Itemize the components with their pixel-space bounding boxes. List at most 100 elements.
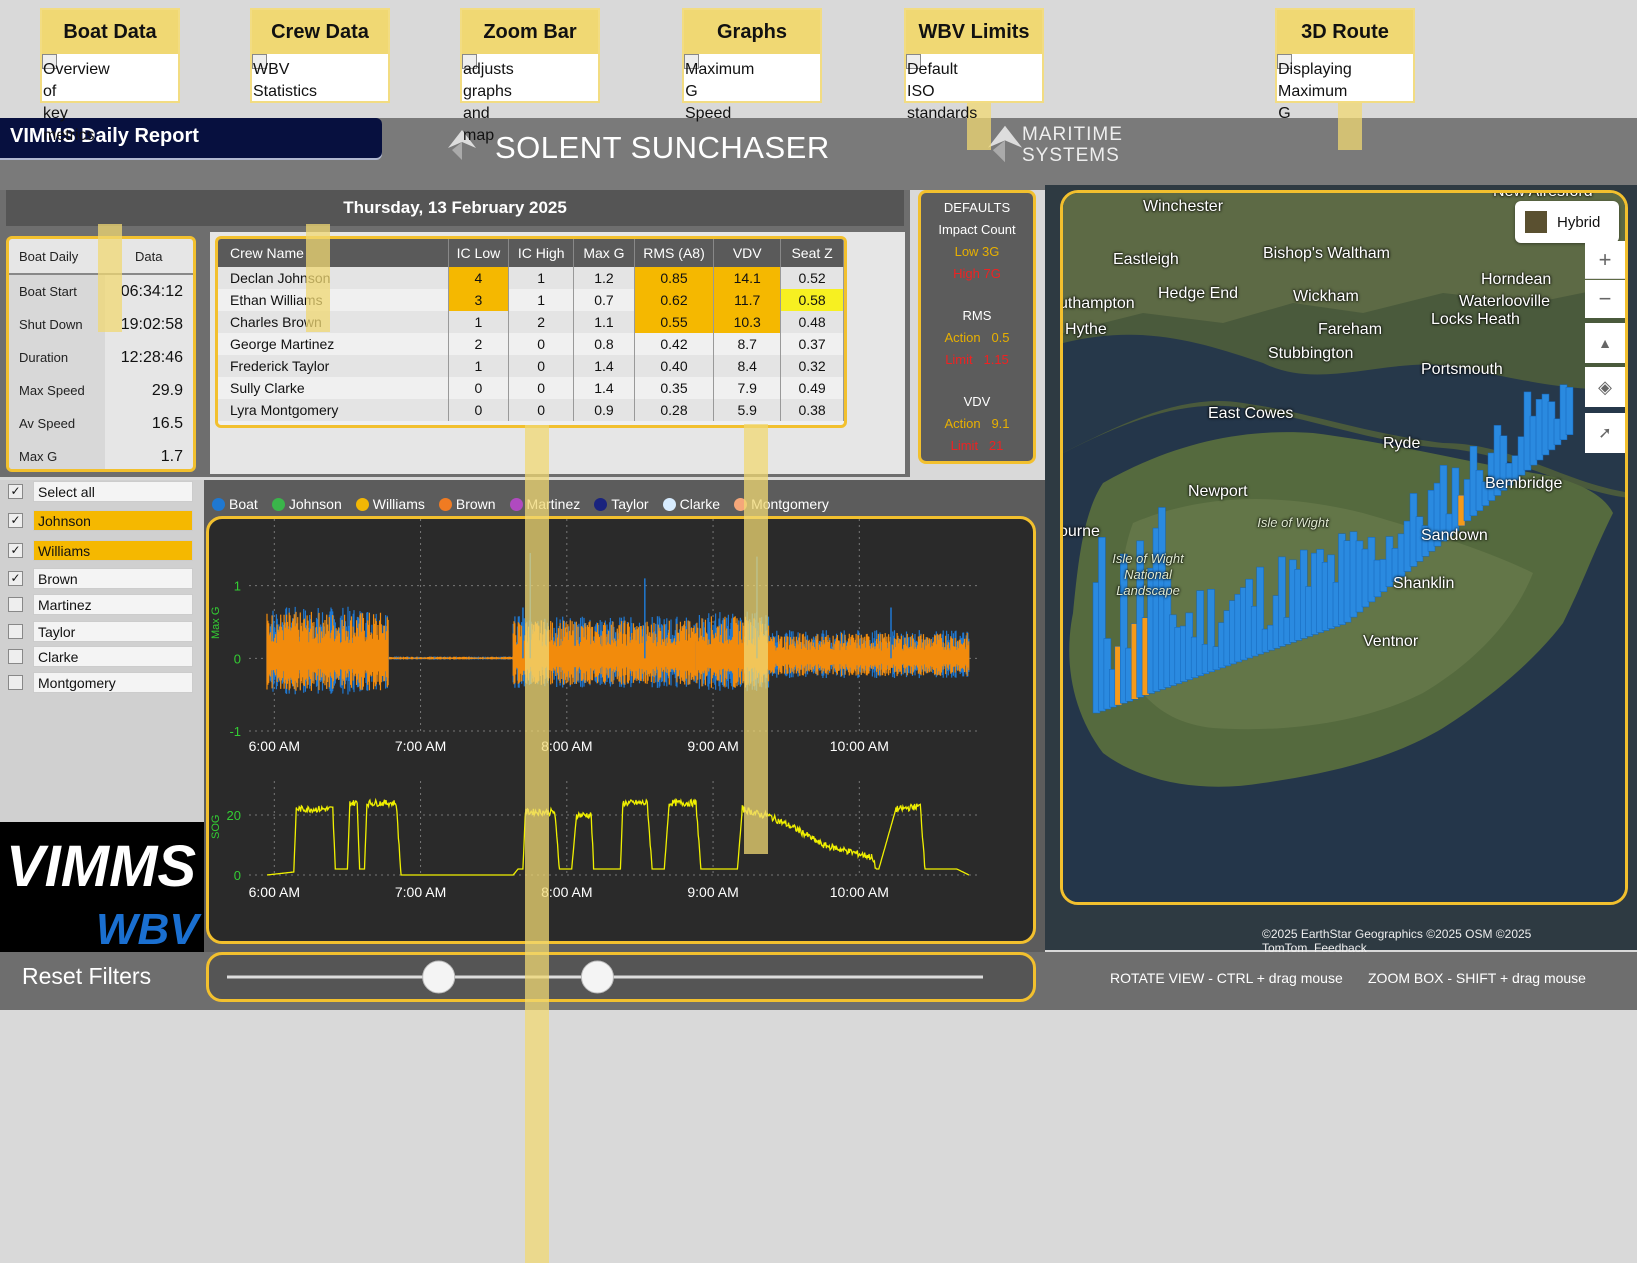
zoom-bar[interactable] bbox=[206, 952, 1036, 1002]
rms-action-value: 0.5 bbox=[991, 330, 1010, 345]
filter-item[interactable]: ✓ Brown bbox=[8, 567, 193, 589]
crew-cell: Lyra Montgomery bbox=[218, 399, 449, 421]
crew-row[interactable]: Sully Clarke 0 0 1.4 0.35 7.9 0.49 bbox=[218, 377, 844, 399]
crew-col-header[interactable]: RMS (A8) bbox=[634, 239, 715, 267]
boat-daily-key: Duration bbox=[9, 341, 105, 374]
callout-line2: key metrics bbox=[43, 105, 95, 144]
crew-cell: 0.49 bbox=[780, 377, 844, 399]
crew-col-header[interactable]: IC Low bbox=[448, 239, 510, 267]
checkbox[interactable]: ✓ bbox=[8, 570, 23, 586]
filter-item[interactable]: Montgomery bbox=[8, 671, 193, 693]
crew-row[interactable]: George Martinez 2 0 0.8 0.42 8.7 0.37 bbox=[218, 333, 844, 355]
compass-button[interactable]: ◈ bbox=[1585, 367, 1625, 407]
attribution-text: ©2025 EarthStar Geographics ©2025 OSM ©2… bbox=[1262, 927, 1532, 955]
crew-row[interactable]: Lyra Montgomery 0 0 0.9 0.28 5.9 0.38 bbox=[218, 399, 844, 421]
legend-item[interactable]: Johnson bbox=[271, 494, 342, 514]
zoom-out-button[interactable]: − bbox=[1585, 280, 1625, 318]
charts[interactable]: 2 1 0 -1 6:00 AM 7:00 AM 8:00 AM 9:00 AM 10:00 A… bbox=[206, 516, 1036, 944]
slider-handle-right[interactable] bbox=[580, 960, 614, 994]
filter-item[interactable]: ✓ Johnson bbox=[8, 509, 193, 531]
crew-cell: 0.35 bbox=[634, 377, 715, 399]
x-tick-label: 8:00 AM bbox=[541, 884, 592, 900]
callout: WBV Limits Default ISO standards bbox=[904, 8, 1044, 122]
legend-item[interactable]: Williams bbox=[355, 494, 425, 514]
legend-item[interactable]: Taylor bbox=[594, 494, 649, 514]
boat-daily-key: Max G bbox=[9, 440, 105, 469]
route-g-bar bbox=[1278, 556, 1286, 647]
legend-item[interactable]: Brown bbox=[438, 494, 496, 514]
map-style-button[interactable]: Hybrid bbox=[1515, 201, 1619, 243]
checkbox[interactable] bbox=[8, 623, 23, 639]
crew-cell: 0 bbox=[448, 377, 510, 399]
callout-body: adjusts graphs and map bbox=[462, 54, 514, 144]
callout: Boat Data Overview of key metrics bbox=[40, 8, 180, 144]
checkbox[interactable]: ✓ bbox=[8, 483, 23, 499]
crew-col-header[interactable]: IC High bbox=[508, 239, 575, 267]
map-place-label: Portsmouth bbox=[1421, 361, 1503, 378]
zoom-in-button[interactable]: + bbox=[1585, 241, 1625, 279]
filter-item[interactable]: Clarke bbox=[8, 645, 193, 667]
crew-row[interactable]: Declan Johnson 4 1 1.2 0.85 14.1 0.52 bbox=[218, 267, 844, 289]
map-style-label: Hybrid bbox=[1557, 213, 1601, 231]
crew-cell: 14.1 bbox=[713, 267, 782, 289]
tilt-button[interactable]: ▲ bbox=[1585, 323, 1625, 363]
crew-col-header[interactable]: VDV bbox=[713, 239, 782, 267]
legend-item[interactable]: Clarke bbox=[662, 494, 720, 514]
callout-pointer bbox=[744, 424, 768, 854]
select-button[interactable]: ➚ bbox=[1585, 413, 1625, 453]
zoom-slider[interactable] bbox=[209, 955, 1033, 999]
boat-daily-row: Duration 12:28:46 bbox=[9, 341, 193, 374]
x-tick-label: 9:00 AM bbox=[687, 738, 738, 754]
route-map-3d[interactable]: Winchester Eastleigh Bishop's Waltham Hedge… bbox=[1060, 190, 1628, 905]
map-place-label: Hedge End bbox=[1158, 285, 1239, 302]
boat-daily-row: Boat Start 06:34:12 bbox=[9, 275, 193, 308]
checkbox[interactable]: ✓ bbox=[8, 542, 23, 558]
map-place-label: Stubbington bbox=[1268, 345, 1354, 362]
checkbox[interactable]: ✓ bbox=[8, 512, 23, 528]
map-place-label: East Cowes bbox=[1208, 405, 1294, 422]
legend-dot bbox=[734, 497, 748, 511]
boat-daily-col2: Data bbox=[135, 248, 163, 264]
legend-dot bbox=[271, 497, 285, 511]
crew-cell: 0.8 bbox=[573, 333, 635, 355]
checkbox[interactable] bbox=[8, 648, 23, 664]
route-g-bar bbox=[1098, 537, 1106, 712]
boat-daily-row: Av Speed 16.5 bbox=[9, 407, 193, 440]
callout-title: Zoom Bar bbox=[462, 10, 598, 54]
legend-dot bbox=[662, 497, 676, 511]
x-tick-label: 6:00 AM bbox=[249, 884, 300, 900]
y-tick-label: 2 bbox=[234, 519, 241, 521]
crew-row[interactable]: Ethan Williams 3 1 0.7 0.62 11.7 0.58 bbox=[218, 289, 844, 311]
route-g-bar bbox=[1439, 465, 1448, 542]
legend-dot bbox=[355, 497, 369, 511]
map-place-label: New Alresford bbox=[1493, 190, 1593, 200]
filter-item[interactable]: ✓ Williams bbox=[8, 539, 193, 561]
callout-title: Graphs bbox=[684, 10, 820, 54]
legend-item[interactable]: Montgomery bbox=[734, 494, 829, 514]
legend-label: Boat bbox=[229, 496, 258, 512]
crew-row[interactable]: Charles Brown 1 2 1.1 0.55 10.3 0.48 bbox=[218, 311, 844, 333]
reset-filters-button[interactable]: Reset Filters bbox=[22, 963, 152, 989]
report-title: VIMMS Daily Report bbox=[0, 118, 382, 158]
map-place-label: Locks Heath bbox=[1431, 311, 1520, 328]
crew-col-header[interactable]: Crew Name bbox=[218, 239, 449, 267]
legend-item[interactable]: Boat bbox=[212, 494, 258, 514]
filter-item[interactable]: Taylor bbox=[8, 620, 193, 642]
chart-canvas: 2 1 0 -1 6:00 AM 7:00 AM 8:00 AM 9:00 AM 10:00 A… bbox=[210, 519, 979, 900]
checkbox[interactable] bbox=[8, 596, 23, 612]
filter-item[interactable]: ✓ Select all bbox=[8, 480, 193, 502]
impact-high: High 7G bbox=[953, 266, 1001, 281]
map-place-label: Horndean bbox=[1481, 271, 1552, 288]
impact-count-label: Impact Count bbox=[938, 222, 1016, 237]
legend-label: Taylor bbox=[611, 496, 649, 512]
feedback-link[interactable]: Feedback bbox=[1314, 941, 1367, 955]
filter-item[interactable]: Martinez bbox=[8, 593, 193, 615]
crew-cell: 0 bbox=[508, 355, 575, 377]
checkbox[interactable] bbox=[8, 674, 23, 690]
slider-handle-left[interactable] bbox=[422, 960, 456, 994]
crew-col-header[interactable]: Seat Z bbox=[780, 239, 844, 267]
crew-row[interactable]: Frederick Taylor 1 0 1.4 0.40 8.4 0.32 bbox=[218, 355, 844, 377]
x-tick-label: 10:00 AM bbox=[830, 738, 889, 754]
crew-cell: 0.62 bbox=[634, 289, 715, 311]
crew-col-header[interactable]: Max G bbox=[573, 239, 635, 267]
